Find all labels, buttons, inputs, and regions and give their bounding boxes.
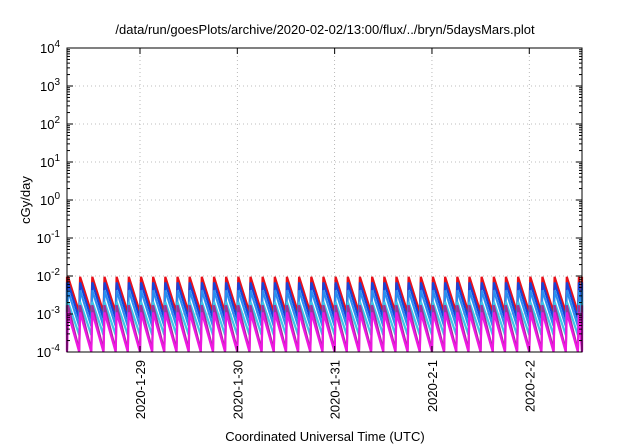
series-line-3 (65, 289, 584, 327)
series-layer (65, 276, 584, 353)
x-axis-label: Coordinated Universal Time (UTC) (225, 429, 424, 444)
x-tick-label: 2020-2-1 (425, 360, 440, 412)
y-axis: 10-4 10-3 10-2 10-1 100 101 102 103 104 (37, 39, 582, 360)
y-tick-label: 100 (40, 191, 60, 208)
x-axis: 2020-1-29 2020-1-30 2020-1-31 2020-2-1 2020-… (133, 48, 537, 419)
series-line-1 (65, 276, 584, 313)
series-line-6 (65, 312, 584, 353)
x-tick-label: 2020-1-30 (230, 360, 245, 419)
chart-title: /data/run/goesPlots/archive/2020-02-02/1… (115, 22, 535, 37)
y-tick-label: 104 (40, 39, 60, 56)
series-line-2 (65, 282, 584, 320)
x-tick-label: 2020-2-2 (522, 360, 537, 412)
series-line-5 (65, 304, 584, 351)
x-tick-label: 2020-1-31 (328, 360, 343, 419)
y-tick-label: 102 (40, 115, 60, 132)
y-tick-label: 101 (40, 153, 60, 170)
y-tick-label: 10-1 (37, 229, 61, 246)
y-tick-label: 10-2 (37, 267, 61, 284)
x-tick-label: 2020-1-29 (133, 360, 148, 419)
y-axis-label: cGy/day (18, 176, 33, 224)
y-tick-label: 103 (40, 77, 60, 94)
grid (67, 48, 582, 352)
series-line-4 (65, 301, 584, 336)
y-tick-label: 10-4 (37, 343, 61, 360)
y-tick-label: 10-3 (37, 305, 61, 322)
